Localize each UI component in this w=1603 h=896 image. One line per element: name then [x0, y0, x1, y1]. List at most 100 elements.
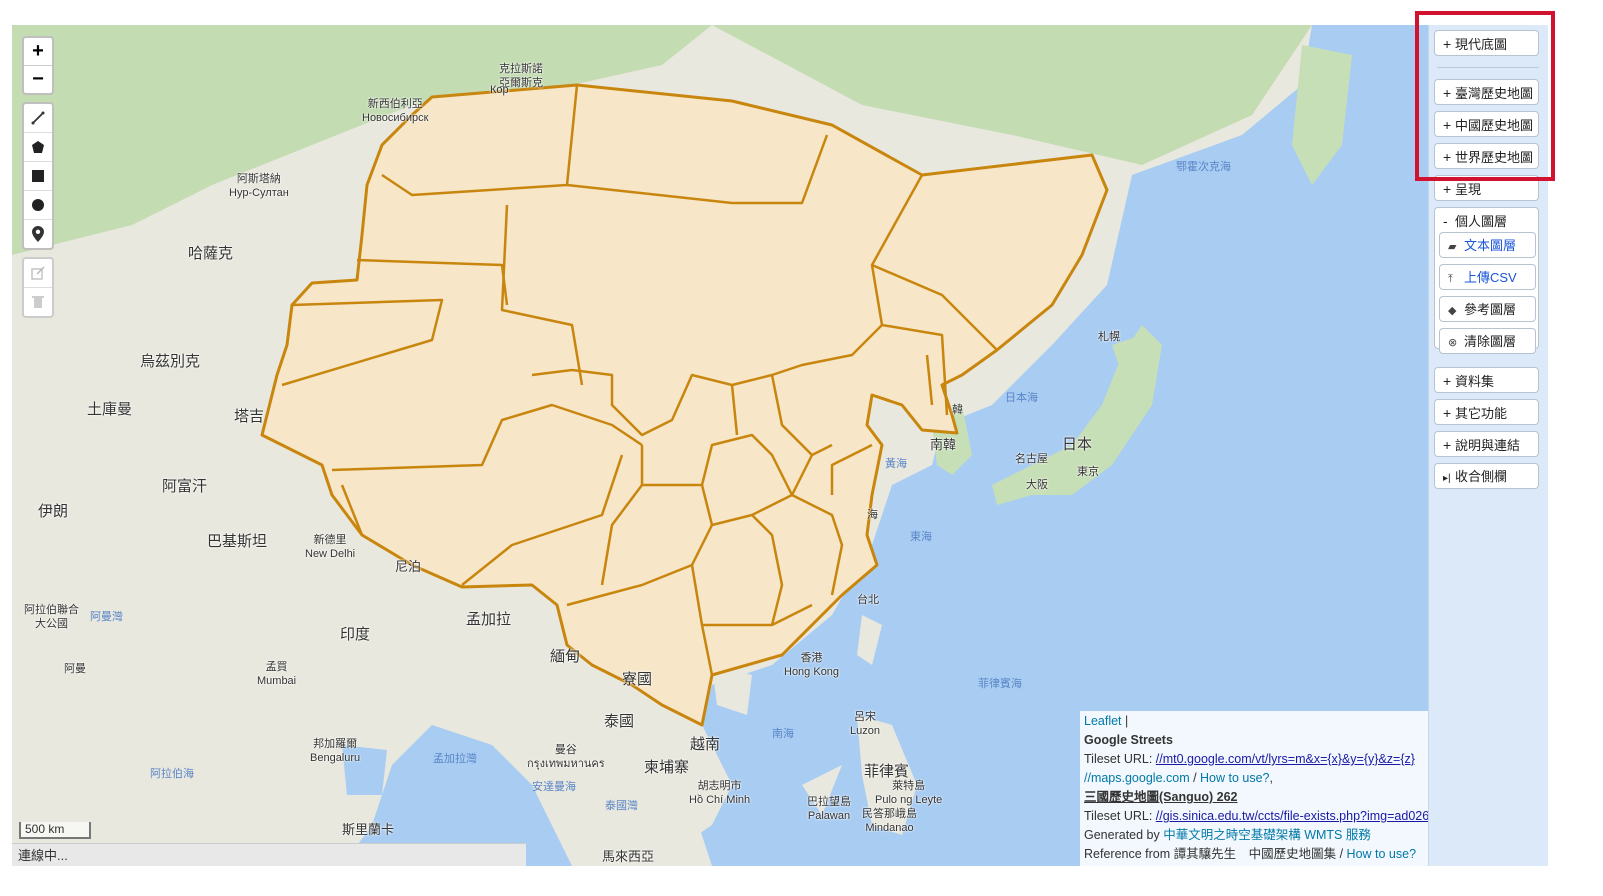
polyline-icon[interactable] — [24, 104, 52, 132]
label-oman: 阿曼 — [64, 663, 86, 675]
label-pakistan: 巴基斯坦 — [207, 533, 268, 550]
google-maps-link[interactable]: //maps.google.com — [1084, 771, 1190, 785]
sanguo-tileset-link[interactable]: //gis.sinica.edu.tw/ccts/file-exists.php… — [1155, 809, 1518, 823]
label-nursultan: 阿斯塔納 Нур-Султан — [229, 173, 289, 199]
attribution-separator: | — [1121, 714, 1129, 728]
upload-icon: ⤒ — [1448, 273, 1453, 285]
zoom-control: + − — [22, 36, 54, 95]
label-new-delhi: 新德里 New Delhi — [305, 534, 356, 560]
label-laos: 寮國 — [622, 671, 653, 688]
label-korea-region: Кор — [490, 84, 509, 96]
folder-icon: ▰ — [1448, 241, 1457, 253]
label-persian-gulf: 阿曼灣 — [90, 611, 123, 623]
label-philippines: 菲律賓 — [864, 763, 910, 780]
label-iran: 伊朗 — [38, 503, 69, 520]
tileset-label: Tileset URL: — [1084, 752, 1156, 766]
text-layer-button[interactable]: ▰ 文本圖層 — [1439, 232, 1536, 258]
upload-csv-button[interactable]: ⤒ 上傳CSV — [1439, 264, 1536, 290]
label-sapporo: 札幌 — [1098, 331, 1120, 343]
tileset-label-2: Tileset URL: — [1084, 809, 1156, 823]
label-srilanka: 斯里蘭卡 — [342, 822, 395, 837]
status-bar: 連線中... — [12, 843, 526, 866]
label-kyrgyz-region: 克拉斯諾 亞爾斯克 — [499, 63, 543, 89]
label-malaysia: 馬來西亞 — [602, 849, 655, 864]
label-hcmc: 胡志明市 Hồ Chí Minh — [689, 780, 751, 806]
reference-from-label: Reference from 譚其驤先生 中國歷史地圖集 / — [1084, 847, 1347, 861]
modern-basemap-button[interactable]: + 現代底圖 — [1434, 30, 1539, 56]
label-shanghai: 海 — [867, 509, 878, 521]
map-canvas[interactable]: 克拉斯諾 亞爾斯克新西伯利亞 Новосибирск 阿斯塔納 Нур-Султа… — [12, 25, 1547, 866]
label-osaka: 大阪 — [1026, 479, 1048, 491]
collapse-icon: ▸| — [1443, 473, 1451, 484]
generated-by-label: Generated by — [1084, 828, 1164, 842]
label-mindanao: 民答那峨島 Mindanao — [862, 808, 917, 834]
label-palawan: 巴拉望島 Palawan — [807, 796, 851, 822]
label-vietnam: 越南 — [690, 736, 721, 753]
dataset-button[interactable]: + 資料集 — [1434, 367, 1539, 393]
sidebar-divider — [1437, 67, 1539, 68]
tag-icon: ◆ — [1448, 305, 1457, 317]
label-india: 印度 — [340, 626, 371, 643]
edit-icon[interactable] — [24, 259, 52, 287]
circle-icon[interactable] — [24, 190, 52, 219]
edit-toolbar — [22, 257, 54, 318]
label-taipei: 台北 — [857, 594, 879, 606]
label-turkmenistan: 土庫曼 — [87, 401, 133, 418]
label-cambodia: 柬埔寨 — [644, 759, 690, 776]
reference-layer-button[interactable]: ◆ 參考圖層 — [1439, 296, 1536, 322]
leaflet-link[interactable]: Leaflet — [1084, 714, 1122, 728]
label-vladivostok-sea: 鄂霍次克海 — [1176, 161, 1231, 173]
rectangle-icon[interactable] — [24, 161, 52, 190]
zoom-out-button[interactable]: − — [24, 65, 52, 93]
other-functions-button[interactable]: + 其它功能 — [1434, 399, 1539, 425]
google-streets-title: Google Streets — [1084, 733, 1173, 747]
china-history-map-button[interactable]: + 中國歷史地圖 — [1434, 111, 1539, 137]
polygon-icon[interactable] — [24, 132, 52, 161]
label-south-china-sea: 南海 — [772, 728, 794, 740]
label-yellow-sea: 黃海 — [885, 458, 907, 470]
label-tokyo: 東京 — [1077, 466, 1099, 478]
google-tileset-link[interactable]: //mt0.google.com/vt/lyrs=m&x={x}&y={y}&z… — [1155, 752, 1415, 766]
label-pulong-leyte: 萊特島 Pulo ng Leyte — [875, 780, 943, 806]
help-links-button[interactable]: + 說明與連結 — [1434, 431, 1539, 457]
label-afghanistan: 阿富汗 — [162, 478, 208, 495]
sidebar: + 現代底圖 + 臺灣歷史地圖 + 中國歷史地圖 + 世界歷史地圖 + 呈現 - 個人圖層 … — [1428, 25, 1548, 866]
label-thailand: 泰國 — [604, 713, 635, 730]
clear-layer-button[interactable]: ⊗ 清除圖層 — [1439, 328, 1536, 354]
collapse-sidebar-button[interactable]: ▸| 收合側欄 — [1434, 463, 1539, 489]
zoom-in-button[interactable]: + — [32, 40, 44, 62]
slash-sep: / — [1189, 771, 1201, 785]
label-novosibirsk: 新西伯利亞 Новосибирск — [362, 98, 429, 124]
how-to-use-link-2[interactable]: How to use? — [1346, 847, 1417, 861]
label-nagoya: 名古屋 — [1015, 453, 1048, 465]
label-philippine-sea: 菲律賓海 — [978, 678, 1022, 690]
taiwan-history-map-button[interactable]: + 臺灣歷史地圖 — [1434, 79, 1539, 105]
label-uae: 阿拉伯聯合 大公國 — [24, 604, 79, 630]
wmts-link[interactable]: 中華文明之時空基礎架構 WMTS 服務 — [1163, 828, 1371, 842]
world-history-map-button[interactable]: + 世界歷史地圖 — [1434, 143, 1539, 169]
label-bangkok: 曼谷 กรุงเทพมหานคร — [527, 744, 605, 770]
label-north-korea: 韓 — [952, 404, 963, 416]
label-bangladesh: 孟加拉 — [466, 611, 512, 628]
label-gulf-thailand: 泰國灣 — [605, 800, 638, 812]
how-to-use-link[interactable]: How to use? — [1200, 771, 1270, 785]
label-east-sea: 東海 — [910, 531, 932, 543]
label-sea-japan: 日本海 — [1005, 392, 1038, 404]
map-base — [12, 25, 1352, 866]
label-bay-bengal: 孟加拉灣 — [433, 753, 477, 765]
trash-icon[interactable] — [24, 287, 52, 316]
label-bengaluru: 邦加羅爾 Bengaluru — [310, 738, 361, 764]
sanguo-title: 三國歷史地圖(Sanguo) 262 — [1084, 790, 1238, 804]
label-andaman-sea: 安達曼海 — [532, 781, 576, 793]
label-nepal: 尼泊 — [395, 559, 422, 574]
label-japan: 日本 — [1062, 436, 1093, 453]
comma-sep: , — [1269, 771, 1273, 785]
label-hongkong: 香港 Hong Kong — [784, 652, 840, 678]
marker-icon[interactable] — [24, 219, 52, 248]
label-tajikistan: 塔吉 — [234, 408, 265, 425]
clear-icon: ⊗ — [1448, 337, 1458, 349]
label-arabian-sea: 阿拉伯海 — [150, 768, 194, 780]
scale-bar: 500 km — [19, 822, 91, 839]
highlight-box — [1415, 11, 1555, 181]
label-south-korea: 南韓 — [930, 437, 957, 452]
